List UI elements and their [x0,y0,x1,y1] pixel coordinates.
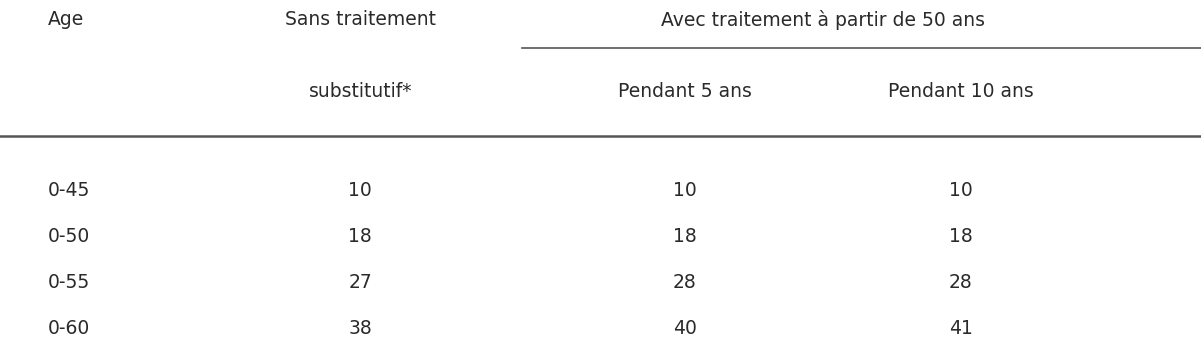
Text: 10: 10 [673,181,697,200]
Text: 40: 40 [673,319,697,338]
Text: 28: 28 [949,273,973,292]
Text: Age: Age [48,10,84,29]
Text: 28: 28 [673,273,697,292]
Text: 41: 41 [949,319,973,338]
Text: Sans traitement: Sans traitement [285,10,436,29]
Text: 0-60: 0-60 [48,319,90,338]
Text: 27: 27 [348,273,372,292]
Text: 10: 10 [949,181,973,200]
Text: 0-45: 0-45 [48,181,90,200]
Text: Pendant 5 ans: Pendant 5 ans [617,82,752,101]
Text: Avec traitement à partir de 50 ans: Avec traitement à partir de 50 ans [661,10,985,30]
Text: 38: 38 [348,319,372,338]
Text: 18: 18 [673,227,697,246]
Text: 0-55: 0-55 [48,273,90,292]
Text: 0-50: 0-50 [48,227,90,246]
Text: 18: 18 [949,227,973,246]
Text: 18: 18 [348,227,372,246]
Text: substitutif*: substitutif* [309,82,412,101]
Text: Pendant 10 ans: Pendant 10 ans [888,82,1034,101]
Text: 10: 10 [348,181,372,200]
